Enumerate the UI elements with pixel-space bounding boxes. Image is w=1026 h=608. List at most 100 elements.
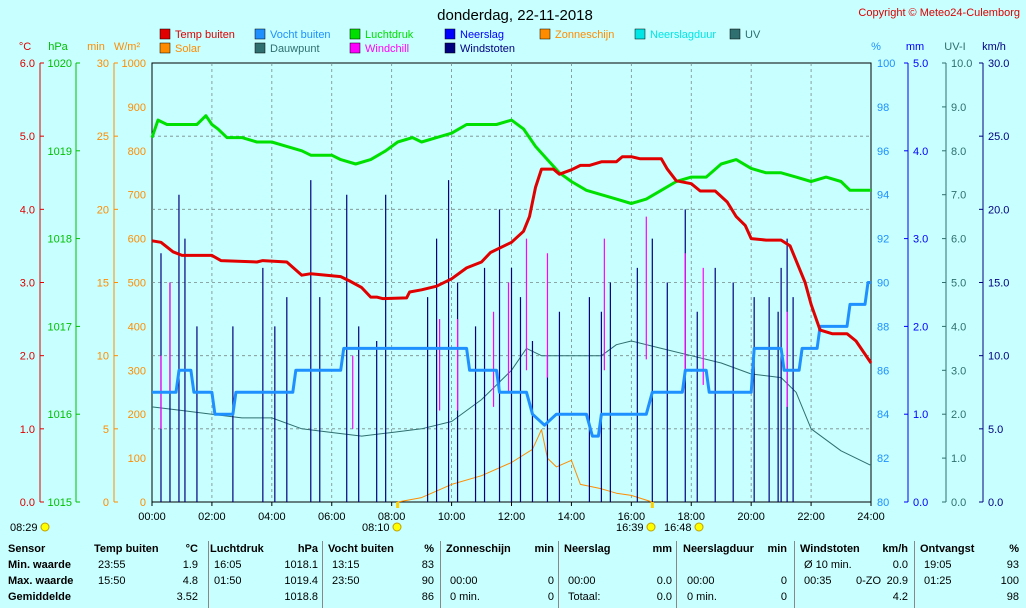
cell-time: 00:00 bbox=[568, 575, 596, 587]
axis-tick-label: 6.0 bbox=[951, 234, 966, 246]
summary-cell: Max. waarde bbox=[8, 573, 90, 589]
axis-tick-label: 100 bbox=[128, 453, 146, 465]
legend-swatch bbox=[444, 42, 456, 54]
axis-tick-label: 700 bbox=[128, 190, 146, 202]
header-unit: km/h bbox=[882, 543, 908, 555]
axis-tick-label: 25.0 bbox=[988, 131, 1009, 143]
cell-value: 0.0 bbox=[656, 575, 672, 587]
axis-tick-label: 0.0 bbox=[951, 497, 966, 509]
axis-tick-label: 400 bbox=[128, 321, 146, 333]
cell-time: Totaal: bbox=[568, 591, 601, 603]
legend-swatch bbox=[729, 28, 741, 40]
sun-time-label: 08:29 bbox=[10, 522, 38, 534]
axis-tick-label: 3.0 bbox=[20, 278, 35, 290]
axis-tick-label: 0 bbox=[103, 497, 109, 509]
time-tick-label: 06:00 bbox=[318, 511, 346, 523]
summary-cell: 19:05 93 bbox=[920, 557, 1023, 573]
summary-cell: 01:25 100 bbox=[920, 573, 1023, 589]
legend-swatch bbox=[254, 42, 266, 54]
summary-column-gust: Windstoten km/h Ø 10 min. 0.0 00:35 0-ZO 20.9 4… bbox=[800, 541, 912, 608]
summary-cell: 3.52 bbox=[94, 589, 202, 605]
time-tick-label: 20:00 bbox=[737, 511, 765, 523]
column-separator bbox=[440, 541, 441, 608]
legend-label: Vocht buiten bbox=[270, 29, 331, 41]
right-unit-label: mm bbox=[906, 41, 924, 53]
header-label: Windstoten bbox=[800, 543, 860, 555]
summary-cell: 13:15 83 bbox=[328, 557, 438, 573]
cell-value: 0 bbox=[780, 575, 787, 587]
header-unit: mm bbox=[652, 543, 672, 555]
sun-icon bbox=[694, 522, 704, 532]
summary-cell: 0 min. 0 bbox=[683, 589, 791, 605]
summary-column-dew: Ontvangst% 19:05 93 01:25 100 98 bbox=[920, 541, 1023, 608]
header-label: Neerslag bbox=[564, 543, 611, 555]
axis-tick-label: 98 bbox=[877, 102, 889, 114]
cell-value: 90 bbox=[421, 575, 434, 587]
axis-units: °C hPa min W/m²% mm UV-I km/h bbox=[19, 41, 1006, 53]
time-tick-label: 10:00 bbox=[438, 511, 466, 523]
axis-tick-label: 200 bbox=[128, 409, 146, 421]
cell-value: 0.0 bbox=[892, 559, 908, 571]
header-label: Temp buiten bbox=[94, 543, 159, 555]
series-layer bbox=[150, 114, 873, 503]
axis-tick-label: 100 bbox=[877, 58, 895, 70]
sun-icon bbox=[646, 522, 656, 532]
summary-cell: 0 min. 0 bbox=[446, 589, 558, 605]
cell-value: 93 bbox=[1006, 559, 1019, 571]
axis-tick-label: 96 bbox=[877, 146, 889, 158]
summary-cell: 00:35 0-ZO 20.9 bbox=[800, 573, 912, 589]
summary-column-rain: Neerslag mm 00:00 0.0 Totaal: 0.0 bbox=[564, 541, 676, 608]
cell-time: 16:05 bbox=[214, 559, 242, 571]
legend-label: Windchill bbox=[365, 43, 409, 55]
summary-header: Zonneschijn min bbox=[446, 541, 558, 557]
axis-tick-label: 9.0 bbox=[951, 102, 966, 114]
summary-header: Temp buiten °C bbox=[94, 541, 202, 557]
axis-tick-label: 1019 bbox=[48, 146, 72, 158]
header-label: Luchtdruk bbox=[210, 543, 264, 555]
cell-time: 0 min. bbox=[687, 591, 717, 603]
summary-column-sensor: Sensor Min. waarde Max. waarde Gemiddelde bbox=[8, 541, 90, 608]
cell-direction: 0-ZO bbox=[856, 575, 882, 587]
series-line-temp-buiten bbox=[151, 155, 873, 364]
summary-table: Sensor Min. waarde Max. waarde Gemiddelde Te… bbox=[0, 541, 1026, 608]
time-tick-label: 16:00 bbox=[618, 511, 646, 523]
cell-value: 4.8 bbox=[182, 575, 198, 587]
right-unit-label: km/h bbox=[982, 41, 1006, 53]
time-tick-label: 22:00 bbox=[797, 511, 825, 523]
axis-tick-label: 4.0 bbox=[20, 204, 35, 216]
column-separator bbox=[914, 541, 915, 608]
series-line-luchtdruk bbox=[150, 114, 871, 205]
axis-tick-label: 84 bbox=[877, 409, 889, 421]
header-label: Ontvangst bbox=[920, 543, 975, 555]
axis-tick-label: 4.0 bbox=[913, 146, 928, 158]
column-separator bbox=[322, 541, 323, 608]
axis-tick-label: 3.0 bbox=[951, 365, 966, 377]
legend-label: Temp buiten bbox=[175, 29, 235, 41]
column-separator bbox=[794, 541, 795, 608]
cell-value: 1.9 bbox=[182, 559, 198, 571]
axis-tick-label: 10.0 bbox=[988, 351, 1009, 363]
axis-tick-label: 20.0 bbox=[988, 204, 1009, 216]
summary-cell: Min. waarde bbox=[8, 557, 90, 573]
axis-tick-label: 0.0 bbox=[988, 497, 1003, 509]
axis-tick-label: 0.0 bbox=[20, 497, 35, 509]
summary-cell: 1018.8 bbox=[210, 589, 322, 605]
summary-header: Windstoten km/h bbox=[800, 541, 912, 557]
axis-tick-label: 1000 bbox=[122, 58, 146, 70]
summary-column-sun: Zonneschijn min 00:00 0 0 min. 0 bbox=[446, 541, 558, 608]
header-unit: min bbox=[767, 543, 787, 555]
axis-tick-label: 800 bbox=[128, 146, 146, 158]
axis-tick-label: 1020 bbox=[48, 58, 72, 70]
column-separator bbox=[676, 541, 677, 608]
legend-label: Solar bbox=[175, 43, 201, 55]
cell-value: 1018.8 bbox=[284, 591, 318, 603]
cell-value: 100 bbox=[1000, 575, 1019, 587]
summary-cell: Totaal: 0.0 bbox=[564, 589, 676, 605]
summary-header: Vocht buiten% bbox=[328, 541, 438, 557]
time-tick-label: 24:00 bbox=[857, 511, 885, 523]
summary-cell: 00:00 0 bbox=[446, 573, 558, 589]
axis-tick-label: 25 bbox=[97, 131, 109, 143]
summary-header: Luchtdruk hPa bbox=[210, 541, 322, 557]
header-label: Zonneschijn bbox=[446, 543, 511, 555]
summary-cell: 00:00 0 bbox=[683, 573, 791, 589]
